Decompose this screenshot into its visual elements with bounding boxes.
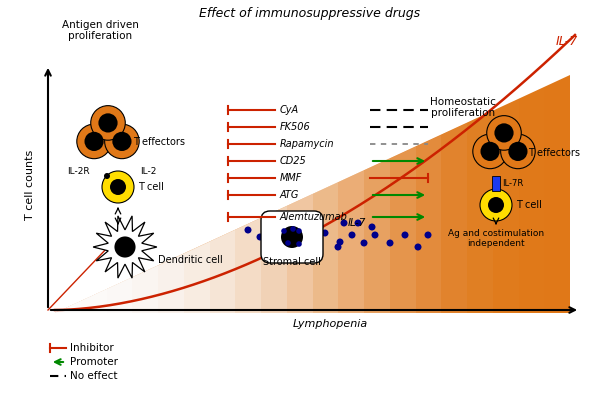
FancyBboxPatch shape — [492, 176, 500, 191]
Circle shape — [355, 220, 361, 226]
Circle shape — [401, 232, 409, 239]
Circle shape — [337, 239, 343, 245]
Polygon shape — [55, 206, 287, 313]
Circle shape — [102, 171, 134, 203]
Circle shape — [292, 224, 299, 230]
Polygon shape — [55, 242, 209, 313]
Polygon shape — [55, 265, 158, 313]
Circle shape — [104, 173, 110, 179]
Text: T effectors: T effectors — [133, 137, 185, 147]
Text: T cell counts: T cell counts — [25, 150, 35, 220]
Text: Dendritic cell: Dendritic cell — [158, 255, 223, 265]
Circle shape — [487, 116, 521, 150]
Circle shape — [110, 179, 126, 195]
Circle shape — [314, 249, 322, 256]
Circle shape — [281, 226, 303, 248]
Text: proliferation: proliferation — [68, 31, 132, 41]
Circle shape — [473, 134, 508, 168]
Circle shape — [508, 142, 527, 161]
Circle shape — [368, 224, 376, 230]
Circle shape — [480, 189, 512, 221]
Circle shape — [299, 243, 307, 251]
Circle shape — [341, 220, 347, 226]
Circle shape — [257, 234, 263, 241]
Circle shape — [115, 237, 136, 258]
Polygon shape — [55, 134, 441, 313]
Circle shape — [494, 123, 514, 143]
Circle shape — [91, 106, 125, 140]
Circle shape — [104, 124, 139, 159]
Circle shape — [415, 243, 421, 251]
Text: ATG: ATG — [280, 190, 299, 200]
Circle shape — [285, 240, 291, 246]
Polygon shape — [55, 301, 81, 313]
Polygon shape — [55, 194, 313, 313]
Polygon shape — [55, 158, 390, 313]
Text: proliferation: proliferation — [431, 108, 495, 118]
Polygon shape — [55, 75, 570, 313]
Text: Alemtuzumab: Alemtuzumab — [280, 212, 348, 222]
Circle shape — [296, 228, 302, 234]
Text: IL-7R: IL-7R — [502, 179, 523, 188]
Circle shape — [112, 132, 131, 151]
Text: Rapamycin: Rapamycin — [280, 139, 335, 149]
Circle shape — [281, 241, 289, 249]
Text: Effect of immunosuppressive drugs: Effect of immunosuppressive drugs — [199, 7, 421, 20]
Circle shape — [335, 243, 341, 251]
Text: Promoter: Promoter — [70, 357, 118, 367]
Text: Inhibitor: Inhibitor — [70, 343, 114, 353]
Polygon shape — [55, 218, 261, 313]
Circle shape — [85, 132, 104, 151]
Circle shape — [386, 239, 394, 247]
Circle shape — [425, 232, 431, 239]
Text: T cell: T cell — [138, 182, 164, 192]
Polygon shape — [55, 289, 107, 313]
Polygon shape — [55, 146, 415, 313]
Text: IL-7: IL-7 — [348, 218, 367, 228]
Circle shape — [281, 228, 287, 234]
Circle shape — [265, 220, 271, 226]
Text: No effect: No effect — [70, 371, 118, 381]
Polygon shape — [55, 170, 364, 313]
Circle shape — [277, 234, 284, 241]
Circle shape — [349, 232, 355, 239]
Text: IL-2R: IL-2R — [67, 168, 90, 177]
Text: T effectors: T effectors — [528, 148, 580, 158]
Circle shape — [371, 232, 379, 239]
Text: T cell: T cell — [516, 200, 542, 210]
Circle shape — [307, 237, 314, 243]
Text: CyA: CyA — [280, 105, 299, 115]
Circle shape — [500, 134, 535, 168]
Circle shape — [488, 197, 504, 213]
Circle shape — [245, 226, 251, 234]
FancyBboxPatch shape — [261, 211, 323, 263]
Text: IL-2: IL-2 — [140, 168, 157, 177]
Polygon shape — [93, 216, 157, 278]
Text: Stromal cell: Stromal cell — [263, 257, 321, 267]
Text: Lymphopenia: Lymphopenia — [292, 319, 368, 329]
Circle shape — [361, 239, 367, 247]
Polygon shape — [55, 182, 338, 313]
Text: IL-7: IL-7 — [556, 35, 578, 48]
Circle shape — [77, 124, 112, 159]
Circle shape — [290, 226, 296, 232]
Circle shape — [322, 230, 329, 237]
Text: CD25: CD25 — [280, 156, 307, 166]
Circle shape — [98, 113, 118, 132]
Text: Antigen driven: Antigen driven — [62, 20, 139, 30]
Text: Homeostatic: Homeostatic — [430, 97, 496, 107]
Polygon shape — [55, 230, 235, 313]
Text: FK506: FK506 — [280, 122, 311, 132]
Text: Ag and costimulation
independent: Ag and costimulation independent — [448, 229, 544, 248]
Circle shape — [481, 142, 500, 161]
Text: MMF: MMF — [280, 173, 302, 183]
Circle shape — [296, 241, 302, 247]
Polygon shape — [55, 254, 184, 313]
Polygon shape — [55, 277, 132, 313]
